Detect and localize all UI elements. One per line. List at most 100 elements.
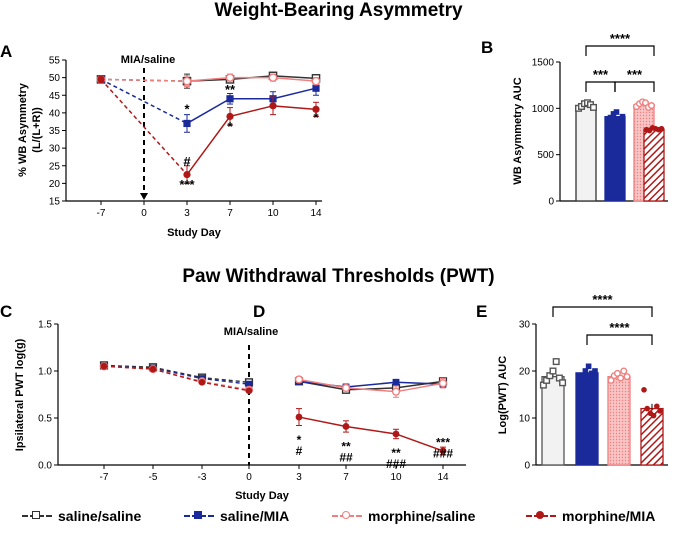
panel-b-y-tick-label: 1500 <box>532 58 555 69</box>
panel-d-significance-label: ** <box>341 439 351 453</box>
panel-b-datapoint <box>604 116 611 123</box>
panel-a-significance-label: *** <box>179 177 195 192</box>
panel-d-point-saline_mia <box>392 378 400 386</box>
panel-c-series-line-morphine_mia <box>103 365 250 392</box>
panel-e-comparison-bracket <box>586 334 653 345</box>
panel-d-significance-label: ## <box>339 450 353 464</box>
panel-a-y-tick-label: 45 <box>49 91 61 102</box>
panel-d-point-morphine_saline <box>438 379 448 388</box>
panel-e-datapoint <box>623 373 631 381</box>
legend-item-saline-mia: saline/MIA <box>184 508 289 524</box>
panel-d-series-line-morphine_saline <box>298 378 444 393</box>
panel-e-bar-saline_saline <box>541 375 565 466</box>
panel-e-datapoint <box>582 368 589 374</box>
legend-label: morphine/MIA <box>562 508 656 524</box>
panel-a-series-dashed-morphine_mia <box>100 78 188 176</box>
panel-label-c: C <box>0 302 13 321</box>
panel-c-y-tick-label: 1.0 <box>38 367 52 378</box>
panel-b-bar-morphine_mia <box>643 128 665 202</box>
panel-d-series-line-saline_saline <box>298 380 444 391</box>
panel-a-point-morphine_mia <box>97 75 105 83</box>
panel-d-significance-label: * <box>297 433 302 447</box>
panel-a-series-line-morphine_mia <box>186 105 317 176</box>
panel-d-significance-label: # <box>296 444 303 458</box>
panel-b-y-tick-label: 0 <box>548 197 554 208</box>
panel-c-point-morphine_mia <box>198 378 206 386</box>
panel-c-point-morphine_mia <box>100 362 108 370</box>
panel-cd-x-tick-label: 7 <box>343 472 349 483</box>
panel-a-point-morphine_saline <box>268 73 278 82</box>
legend-marker-open-circle <box>332 509 362 523</box>
panel-cd-x-tick-label: -3 <box>198 472 207 483</box>
panel-a-x-tick-label: -7 <box>97 208 106 219</box>
panel-d-point-morphine_saline <box>341 383 351 393</box>
panel-a-x-tick-label: 7 <box>227 208 233 219</box>
panel-e-y-tick-label: 30 <box>519 320 531 331</box>
panel-c-point-morphine_mia <box>245 387 253 395</box>
panel-a-x-axis-label: Study Day <box>167 227 222 239</box>
panel-a-series-line-morphine_saline <box>186 76 317 82</box>
panel-d-point-morphine_saline <box>294 375 304 384</box>
panel-a-y-tick-label: 35 <box>49 126 61 137</box>
panel-a-significance-label: * <box>184 101 190 116</box>
panel-e-bar-morphine_saline <box>607 375 631 466</box>
panel-e-datapoint <box>657 408 663 414</box>
panel-label-d: D <box>253 302 266 321</box>
panel-b-comparison-bracket <box>614 81 655 92</box>
panel-a-series-line-saline_saline <box>186 75 317 82</box>
panel-a-y-tick-label: 30 <box>49 144 61 155</box>
panel-d-significance-label: ### <box>433 447 453 461</box>
panel-e-datapoint <box>641 387 647 393</box>
panel-b-comparison-bracket <box>585 81 616 92</box>
panel-e-datapoint <box>654 403 660 410</box>
panel-e-datapoint <box>576 377 582 384</box>
panel-b-datapoint <box>590 103 598 111</box>
panel-b-y-axis-label: WB Asymmetry AUC <box>512 77 524 184</box>
panel-a-point-saline_mia <box>183 119 191 128</box>
panel-b-comparison-label: **** <box>610 31 631 46</box>
panel-cd-x-tick-label: 0 <box>246 472 252 483</box>
panel-c-y-tick-label: 0.5 <box>38 414 52 425</box>
panel-a-point-morphine_mia <box>226 112 234 120</box>
panel-e-datapoint <box>585 363 592 370</box>
panel-cd-x-axis-label: Study Day <box>235 490 290 502</box>
panel-a-point-morphine_mia <box>312 105 320 113</box>
panel-label-b: B <box>481 38 494 57</box>
panel-c-y-axis-label: Ipsilateral PWT log(g) <box>14 338 26 451</box>
panel-b-datapoint <box>658 125 665 132</box>
panel-b-datapoint <box>607 114 614 121</box>
panel-e-datapoint <box>650 412 657 419</box>
panel-c-point-saline_mia <box>245 380 253 388</box>
panel-b-datapoint <box>610 111 617 117</box>
panel-b-comparison-label: *** <box>593 67 609 82</box>
panel-a-injection-label: MIA/saline <box>121 54 175 66</box>
panel-label-a: A <box>0 42 13 61</box>
panel-d-significance-label: ### <box>386 457 406 471</box>
panel-e-y-tick-label: 20 <box>519 367 531 378</box>
legend-label: saline/MIA <box>220 508 290 524</box>
panel-d-point-morphine_mia <box>439 447 447 455</box>
panel-e-datapoint <box>617 374 625 382</box>
panel-a-y-axis-label: (L/(L+R)) <box>31 107 43 153</box>
pwt-section-title: Paw Withdrawal Thresholds (PWT) <box>182 266 495 287</box>
panel-b-y-tick-label: 500 <box>537 150 554 161</box>
panel-e-datapoint <box>549 367 557 375</box>
legend-marker-filled-circle <box>526 509 556 523</box>
panel-b-bar-saline_saline <box>575 104 597 202</box>
panel-c-series-line-morphine_saline <box>103 365 250 391</box>
panel-a-significance-label: * <box>227 119 233 134</box>
panel-a-point-morphine_saline <box>311 76 321 86</box>
panel-e-datapoint <box>589 370 595 377</box>
panel-e-y-tick-label: 10 <box>519 414 531 425</box>
legend-item-morphine-mia: morphine/MIA <box>526 508 655 524</box>
panel-c-point-morphine_mia <box>149 365 157 373</box>
panel-c-series-line-saline_saline <box>103 364 250 383</box>
panel-b-comparison-label: *** <box>627 67 643 82</box>
panel-a-point-morphine_saline <box>225 73 235 82</box>
panel-cd-x-tick-label: 10 <box>390 472 402 483</box>
panel-e-datapoint <box>592 368 598 374</box>
panel-a-point-saline_mia <box>312 84 320 92</box>
panel-c-y-tick-label: 1.5 <box>38 320 52 331</box>
panel-b-datapoint <box>616 117 623 124</box>
